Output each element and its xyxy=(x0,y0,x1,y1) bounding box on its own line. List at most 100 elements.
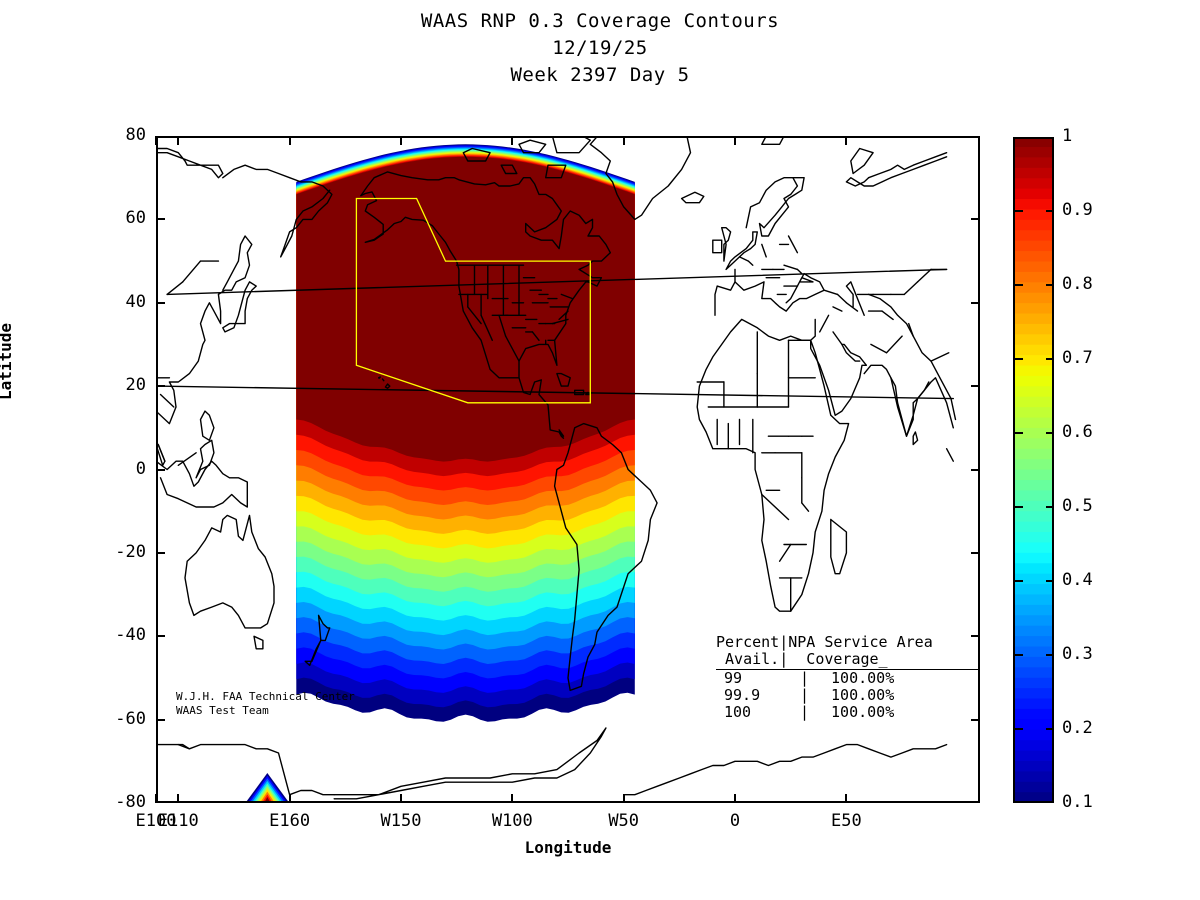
colorbar-tick xyxy=(1046,506,1054,508)
country-border-path xyxy=(819,314,830,333)
state-border-path xyxy=(498,314,507,337)
colorbar-tick xyxy=(1015,506,1023,508)
stats-header-row-2: Avail.| Coverage_ xyxy=(716,650,888,668)
x-axis-tick-label: E160 xyxy=(269,811,311,831)
contour-artifact xyxy=(245,773,290,803)
coastline-path xyxy=(545,164,567,179)
y-axis-title: Latitude xyxy=(0,322,15,400)
colorbar-tick xyxy=(1046,284,1054,286)
country-border-path xyxy=(156,385,954,400)
y-axis-tick-label: 60 xyxy=(125,208,146,229)
country-border-path xyxy=(159,393,175,408)
stats-coverage: 100.00% xyxy=(831,686,895,704)
coastline-path xyxy=(623,743,948,796)
coastline-path xyxy=(556,372,571,387)
watermark-line-2: WAAS Test Team xyxy=(176,704,269,717)
coastline-path xyxy=(333,727,607,800)
state-border-path xyxy=(480,314,493,341)
coastline-path xyxy=(184,514,275,629)
contour-band xyxy=(296,156,635,462)
coastline-layer xyxy=(156,136,957,800)
y-axis-tick xyxy=(971,385,980,388)
coastline-path xyxy=(156,460,248,508)
country-border-path xyxy=(832,306,843,312)
stats-divider-bar: | xyxy=(800,686,810,704)
state-border-path xyxy=(504,335,520,362)
x-axis-tick xyxy=(399,136,402,145)
y-axis-tick xyxy=(971,301,980,304)
title-line-1: WAAS RNP 0.3 Coverage Contours xyxy=(420,10,780,32)
colorbar-tick-label: 0.8 xyxy=(1062,274,1093,294)
stats-avail: 99 xyxy=(724,669,743,687)
y-axis-tick xyxy=(156,551,165,554)
coastline-path xyxy=(745,177,805,237)
npa-service-area-path xyxy=(355,197,591,404)
country-border-path xyxy=(930,352,950,362)
title-line-3: Week 2397 Day 5 xyxy=(510,64,690,86)
state-border-path xyxy=(467,306,482,325)
npa-coverage-stats-table: Percent|NPA Service Area Avail.| Coverag… xyxy=(716,634,978,721)
country-border-path xyxy=(783,264,799,271)
coastline-path xyxy=(589,136,692,221)
x-axis-tick xyxy=(288,136,291,145)
coastline-path xyxy=(863,364,954,437)
country-border-path xyxy=(823,289,839,296)
colorbar-tick xyxy=(1046,210,1054,212)
colorbar-tick xyxy=(1046,654,1054,656)
stats-divider xyxy=(716,669,978,670)
colorbar-tick-label: 1 xyxy=(1062,126,1073,146)
state-border-path xyxy=(551,318,569,325)
map-clip xyxy=(156,136,980,803)
map-plot-area xyxy=(156,136,980,803)
coastline-path xyxy=(462,147,491,162)
coastline-path xyxy=(867,152,948,179)
country-border-path xyxy=(881,310,894,321)
state-border-path xyxy=(560,293,574,300)
colorbar-tick xyxy=(1015,728,1023,730)
coastline-path xyxy=(156,147,224,179)
y-axis-tick-label: 20 xyxy=(125,375,146,396)
stats-coverage: 100.00% xyxy=(831,669,895,687)
x-axis-tick xyxy=(622,794,625,803)
coastline-path xyxy=(381,378,385,382)
coastline-path xyxy=(500,164,518,175)
watermark-line-1: W.J.H. FAA Technical Center xyxy=(176,690,355,703)
y-axis-tick xyxy=(971,718,980,721)
x-axis-tick xyxy=(177,794,180,803)
coastline-path xyxy=(558,431,565,439)
coastline-path xyxy=(553,422,658,692)
stats-avail: 99.9 xyxy=(724,686,761,704)
x-axis-tick-label: W150 xyxy=(380,811,422,831)
coastline-path xyxy=(725,231,758,271)
coastline-path xyxy=(712,239,723,254)
y-axis-tick-label: 0 xyxy=(135,458,146,479)
colorbar-gradient xyxy=(1013,137,1054,803)
y-axis-tick xyxy=(156,301,165,304)
coastline-path xyxy=(156,235,253,425)
colorbar-tick xyxy=(1015,580,1023,582)
watermark-credit: W.J.H. FAA Technical Center WAAS Test Te… xyxy=(176,690,355,718)
y-axis-tick-label: 40 xyxy=(125,291,146,312)
colorbar-tick xyxy=(1015,284,1023,286)
y-axis-tick xyxy=(971,468,980,471)
country-border-path xyxy=(870,343,888,354)
colorbar-tick-label: 0.3 xyxy=(1062,644,1093,664)
stats-row: 100 | 100.00% xyxy=(716,704,978,721)
coastline-path xyxy=(696,318,850,612)
country-border-path xyxy=(836,293,848,304)
y-axis-tick xyxy=(156,635,165,638)
country-border-path xyxy=(157,443,166,462)
colorbar xyxy=(1013,137,1054,803)
country-border-path xyxy=(885,335,903,354)
colorbar-tick xyxy=(1046,580,1054,582)
x-axis-tick xyxy=(177,136,180,145)
colorbar-tick-label: 0.7 xyxy=(1062,348,1093,368)
y-axis-tick xyxy=(156,718,165,721)
stats-header-row-1: Percent|NPA Service Area xyxy=(716,633,933,651)
stats-divider-bar: | xyxy=(800,669,810,687)
colorbar-tick xyxy=(1015,210,1023,212)
stats-coverage: 100.00% xyxy=(831,703,895,721)
country-border-path xyxy=(832,331,843,346)
x-axis-tick xyxy=(288,794,291,803)
coastline-path xyxy=(680,191,705,204)
